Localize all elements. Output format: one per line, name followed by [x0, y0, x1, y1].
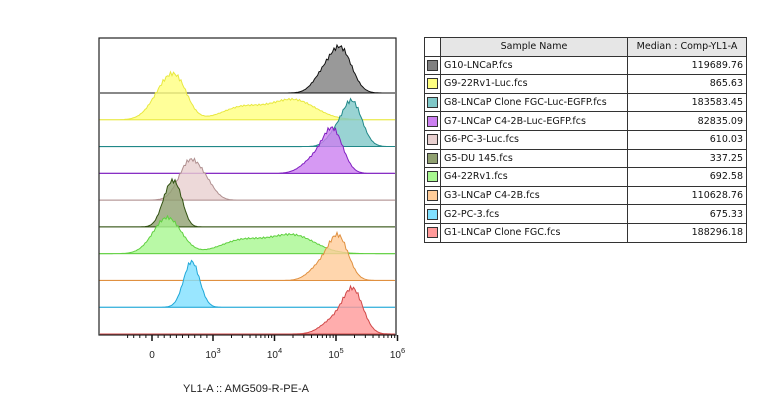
color-swatch-cell: [424, 55, 441, 76]
median-cell: 692.58: [627, 167, 747, 187]
table-row[interactable]: G7-LNCaP C4-2B-Luc-EGFP.fcs 82835.09: [424, 111, 747, 131]
color-swatch-cell: [424, 185, 441, 206]
header-sample-name[interactable]: Sample Name: [440, 37, 628, 57]
x-tick-label: 106: [390, 346, 405, 361]
histogram-g10: [100, 43, 395, 94]
color-swatch: [427, 59, 438, 71]
color-swatch: [427, 190, 438, 202]
sample-name-cell: G5-DU 145.fcs: [440, 148, 628, 169]
table-row[interactable]: G1-LNCaP Clone FGC.fcs 188296.18: [424, 222, 747, 243]
color-swatch-cell: [424, 222, 441, 243]
histogram-overlay-chart: 0 103 104 105 106 YL1-A :: AMG509-R-PE-A: [98, 37, 405, 395]
median-cell: 82835.09: [627, 111, 747, 131]
x-tick-label: 104: [267, 346, 282, 361]
median-cell: 110628.76: [627, 185, 747, 206]
median-cell: 865.63: [627, 74, 747, 94]
table-row[interactable]: G8-LNCaP Clone FGC-Luc-EGFP.fcs 183583.4…: [424, 92, 747, 113]
median-cell: 610.03: [627, 129, 747, 150]
color-swatch: [427, 152, 438, 164]
color-swatch-cell: [424, 74, 441, 94]
color-swatch: [427, 78, 438, 90]
table-row[interactable]: G2-PC-3.fcs 675.33: [424, 204, 747, 224]
color-swatch: [427, 171, 438, 183]
median-cell: 183583.45: [627, 92, 747, 113]
color-swatch-cell: [424, 92, 441, 113]
table-row[interactable]: G6-PC-3-Luc.fcs 610.03: [424, 129, 747, 150]
sample-name-cell: G3-LNCaP C4-2B.fcs: [440, 185, 628, 206]
x-tick-label: 103: [205, 346, 220, 361]
histogram-g7: [99, 126, 396, 174]
color-swatch: [427, 97, 438, 109]
histogram-g1: [100, 284, 395, 335]
sample-name-cell: G2-PC-3.fcs: [440, 204, 628, 224]
sample-legend-table: Sample Name Median : Comp-YL1-A G10-LNCa…: [424, 37, 747, 243]
x-tick-label: 105: [328, 346, 343, 361]
histogram-g3: [99, 230, 396, 281]
sample-name-cell: G1-LNCaP Clone FGC.fcs: [440, 222, 628, 243]
color-swatch-cell: [424, 167, 441, 187]
plot-frame: [98, 37, 397, 336]
table-row[interactable]: G5-DU 145.fcs 337.25: [424, 148, 747, 169]
color-swatch-cell: [424, 148, 441, 169]
color-swatch-cell: [424, 111, 441, 131]
table-header-row: Sample Name Median : Comp-YL1-A: [424, 37, 747, 57]
table-row[interactable]: G9-22Rv1-Luc.fcs 865.63: [424, 74, 747, 94]
color-swatch: [427, 115, 438, 127]
sample-name-cell: G6-PC-3-Luc.fcs: [440, 129, 628, 150]
histogram-g8: [99, 97, 396, 148]
sample-name-cell: G10-LNCaP.fcs: [440, 55, 628, 76]
sample-name-cell: G8-LNCaP Clone FGC-Luc-EGFP.fcs: [440, 92, 628, 113]
x-tick-label: 0: [149, 350, 155, 361]
median-cell: 188296.18: [627, 222, 747, 243]
sample-name-cell: G7-LNCaP C4-2B-Luc-EGFP.fcs: [440, 111, 628, 131]
header-color: [424, 37, 441, 57]
sample-name-cell: G9-22Rv1-Luc.fcs: [440, 74, 628, 94]
header-median[interactable]: Median : Comp-YL1-A: [627, 37, 747, 57]
table-row[interactable]: G4-22Rv1.fcs 692.58: [424, 167, 747, 187]
color-swatch: [427, 227, 438, 239]
table-row[interactable]: G10-LNCaP.fcs 119689.76: [424, 55, 747, 76]
histogram-g4: [99, 214, 396, 255]
sample-name-cell: G4-22Rv1.fcs: [440, 167, 628, 187]
median-cell: 675.33: [627, 204, 747, 224]
color-swatch-cell: [424, 204, 441, 224]
median-cell: 337.25: [627, 148, 747, 169]
color-swatch: [427, 134, 438, 146]
color-swatch-cell: [424, 129, 441, 150]
table-row[interactable]: G3-LNCaP C4-2B.fcs 110628.76: [424, 185, 747, 206]
x-axis-label: YL1-A :: AMG509-R-PE-A: [183, 383, 310, 395]
median-cell: 119689.76: [627, 55, 747, 76]
histogram-g5: [99, 177, 396, 228]
color-swatch: [427, 208, 438, 220]
